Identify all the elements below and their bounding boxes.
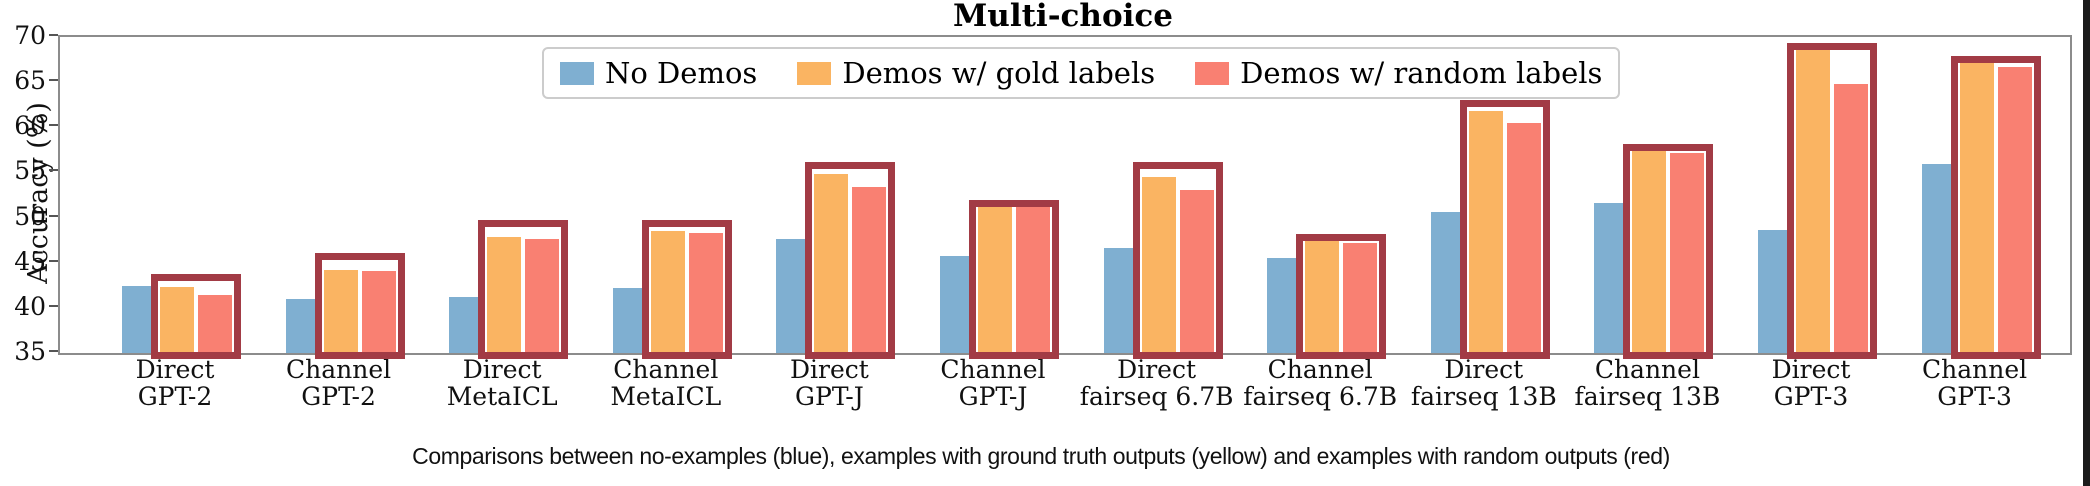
- y-tick-mark: [49, 169, 58, 172]
- y-tick-label: 65: [14, 66, 46, 96]
- y-tick-label: 35: [14, 337, 46, 366]
- bar-random: [1014, 202, 1052, 353]
- bar-random: [686, 231, 725, 353]
- bar-random: [523, 237, 562, 353]
- legend-swatch-gold-labels: [797, 61, 832, 85]
- bar-gold: [1139, 175, 1178, 353]
- y-tick-mark: [49, 350, 58, 352]
- highlight-box: [969, 199, 1059, 359]
- chart-title: Multi-choice: [952, 0, 1174, 34]
- screen-right-edge: [2083, 0, 2090, 486]
- bar-random: [196, 293, 234, 353]
- y-tick-mark: [49, 259, 58, 262]
- highlight-box: [1623, 144, 1714, 359]
- legend-label-gold-labels: Demos w/ gold labels: [842, 56, 1156, 90]
- bar-random: [1177, 187, 1216, 353]
- x-tick-label: Direct GPT-3: [1771, 355, 1851, 411]
- highlight-box: [1950, 55, 2041, 359]
- bar-gold: [485, 234, 524, 353]
- highlight-box: [1132, 161, 1223, 359]
- highlight-box: [641, 220, 732, 359]
- highlight-box: [1459, 100, 1550, 359]
- y-tick-mark: [49, 34, 58, 36]
- legend-item-no-demos: No Demos: [560, 56, 757, 90]
- bar-random: [1832, 82, 1870, 353]
- y-tick-mark: [49, 214, 58, 217]
- y-tick-label: 50: [14, 201, 46, 231]
- bar-random: [1668, 150, 1707, 353]
- highlight-box: [1296, 233, 1387, 359]
- bar-gold: [1630, 147, 1669, 353]
- y-tick-label: 55: [14, 156, 46, 186]
- legend-swatch-random-labels: [1195, 61, 1230, 85]
- bar-gold: [321, 268, 360, 353]
- legend-swatch-no-demos: [560, 61, 594, 85]
- x-tick-label: Channel fairseq 6.7B: [1243, 355, 1398, 411]
- bar-gold: [976, 200, 1014, 353]
- figure-caption: Comparisons between no-examples (blue), …: [412, 443, 1670, 469]
- x-tick-label: Direct fairseq 13B: [1410, 355, 1557, 411]
- y-tick-label: 70: [14, 21, 46, 50]
- legend-item-gold-labels: Demos w/ gold labels: [797, 56, 1155, 90]
- bar-gold: [648, 229, 687, 353]
- bar-gold: [1303, 235, 1342, 353]
- bar-gold: [158, 285, 196, 353]
- bar-random: [1341, 241, 1380, 353]
- y-tick-label: 60: [14, 111, 46, 141]
- highlight-box: [314, 252, 405, 359]
- x-tick-label: Channel GPT-3: [1922, 355, 2028, 411]
- x-tick-label: Channel GPT-J: [940, 355, 1046, 411]
- y-tick-mark: [49, 79, 58, 82]
- x-tick-label: Direct fairseq 6.7B: [1079, 355, 1234, 411]
- y-tick-mark: [49, 304, 58, 307]
- bar-random: [850, 185, 889, 353]
- y-tick-label: 40: [14, 291, 46, 321]
- highlight-box: [151, 274, 241, 359]
- bar-random: [359, 269, 398, 353]
- bar-random: [1995, 64, 2034, 353]
- plot-area: [58, 35, 2072, 359]
- legend-label-random-labels: Demos w/ random labels: [1240, 56, 1603, 90]
- highlight-box: [1787, 43, 1877, 359]
- bar-gold: [1957, 60, 1996, 353]
- y-tick-mark: [49, 124, 58, 127]
- x-tick-label: Direct MetaICL: [446, 355, 558, 411]
- legend: No Demos Demos w/ gold labels Demos w/ r…: [542, 47, 1621, 99]
- legend-label-no-demos: No Demos: [605, 56, 758, 90]
- x-tick-label: Direct GPT-2: [135, 355, 215, 411]
- y-tick-label: 45: [14, 246, 46, 276]
- bar-gold: [1794, 46, 1832, 353]
- highlight-box: [805, 161, 896, 359]
- x-tick-label: Direct GPT-J: [789, 355, 869, 411]
- bar-random: [1504, 120, 1543, 353]
- x-tick-label: Channel GPT-2: [286, 355, 392, 411]
- highlight-box: [478, 220, 569, 359]
- legend-item-random-labels: Demos w/ random labels: [1195, 56, 1602, 90]
- x-tick-label: Channel MetaICL: [610, 355, 722, 411]
- bar-gold: [1466, 109, 1505, 353]
- bar-gold: [812, 171, 851, 353]
- x-tick-label: Channel fairseq 13B: [1574, 355, 1721, 411]
